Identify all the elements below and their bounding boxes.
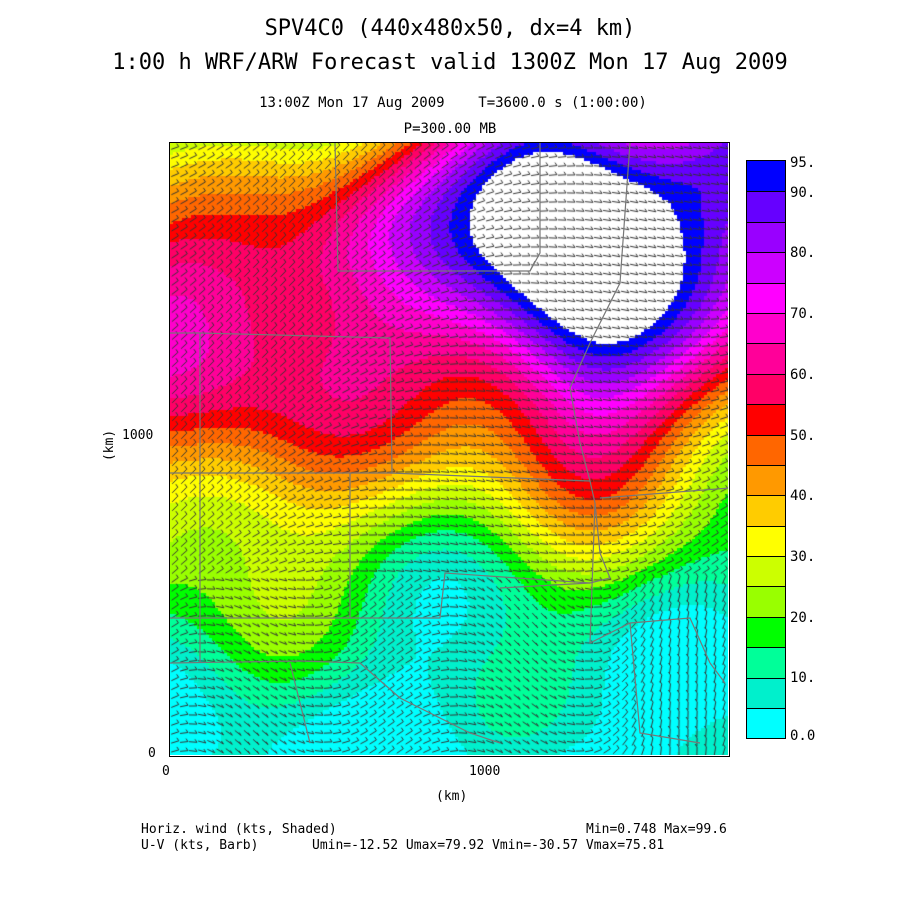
colorbar-bin xyxy=(747,495,785,526)
shaded-field-stats: Min=0.748 Max=99.6 xyxy=(586,822,727,837)
colorbar-label: 90. xyxy=(790,185,816,201)
valid-time: 13:00Z Mon 17 Aug 2009 T=3600.0 s (1:00:… xyxy=(259,95,647,111)
colorbar xyxy=(746,160,786,740)
colorbar-bin xyxy=(747,525,785,557)
colorbar-label: 10. xyxy=(790,670,816,686)
barb-field-label: U-V (kts, Barb) xyxy=(141,838,259,853)
colorbar-bin xyxy=(747,434,785,465)
colorbar-bin xyxy=(747,677,785,709)
colorbar-label: 0.0 xyxy=(790,728,816,744)
colorbar-bin xyxy=(747,343,785,374)
x-tick-1000: 1000 xyxy=(469,764,501,779)
colorbar-bin xyxy=(747,647,785,678)
colorbar-bin xyxy=(747,282,785,313)
wind-speed-map xyxy=(170,143,728,755)
y-tick-0: 0 xyxy=(148,746,156,761)
colorbar-bin xyxy=(747,404,785,435)
colorbar-bin xyxy=(747,221,785,253)
colorbar-bin xyxy=(747,708,785,739)
colorbar-label: 60. xyxy=(790,367,816,383)
colorbar-bin xyxy=(747,252,785,283)
colorbar-bin xyxy=(747,586,785,617)
forecast-title: 1:00 h WRF/ARW Forecast valid 1300Z Mon … xyxy=(112,50,788,75)
colorbar-label: 70. xyxy=(790,306,816,322)
colorbar-bin xyxy=(747,191,785,222)
wind-barbs xyxy=(170,143,728,755)
colorbar-bin xyxy=(747,556,785,587)
y-tick-1000: 1000 xyxy=(122,428,154,443)
colorbar-bin xyxy=(747,373,785,405)
colorbar-bin xyxy=(747,464,785,496)
x-tick-0: 0 xyxy=(162,764,170,779)
x-axis-label: (km) xyxy=(436,789,468,804)
colorbar-label: 20. xyxy=(790,610,816,626)
plot-title: SPV4C0 (440x480x50, dx=4 km) xyxy=(264,16,636,41)
colorbar-label: 95. xyxy=(790,155,816,171)
barb-field-stats: Umin=-12.52 Umax=79.92 Vmin=-30.57 Vmax=… xyxy=(312,838,665,853)
colorbar-label: 80. xyxy=(790,245,816,261)
shaded-field-label: Horiz. wind (kts, Shaded) xyxy=(141,822,337,837)
colorbar-label: 50. xyxy=(790,428,816,444)
colorbar-bin xyxy=(747,161,785,192)
y-axis-label: (km) xyxy=(102,429,118,462)
colorbar-label: 40. xyxy=(790,488,816,504)
colorbar-bin xyxy=(747,312,785,344)
state-borders xyxy=(170,143,728,744)
colorbar-label: 30. xyxy=(790,549,816,565)
colorbar-bin xyxy=(747,616,785,648)
pressure-level: P=300.00 MB xyxy=(403,121,497,137)
